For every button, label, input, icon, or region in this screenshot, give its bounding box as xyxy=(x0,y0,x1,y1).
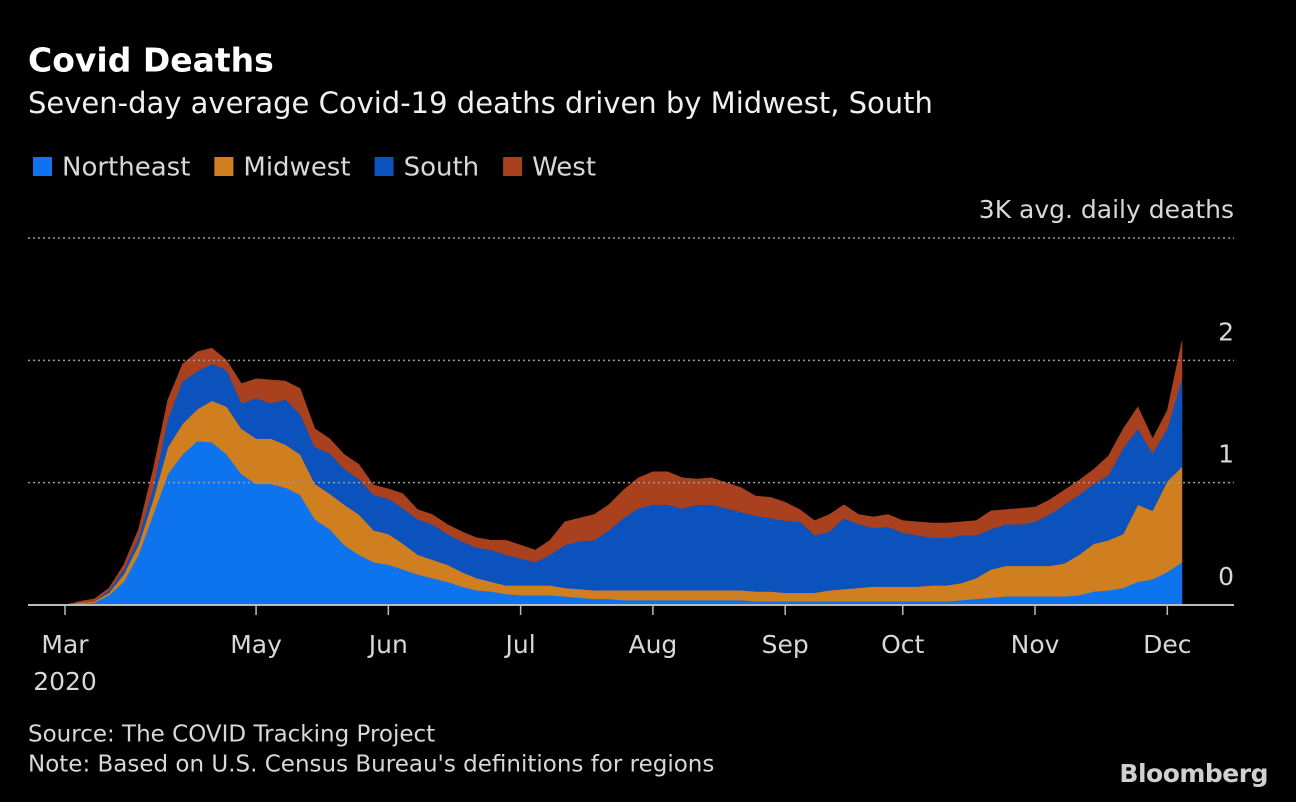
legend-swatch xyxy=(374,157,394,176)
x-tick-label: Mar xyxy=(41,630,89,659)
x-tick-label: Dec xyxy=(1143,630,1191,659)
chart-title: Covid Deaths xyxy=(28,41,274,80)
y-tick-label: 1 xyxy=(1218,440,1234,469)
legend-label: South xyxy=(404,153,480,183)
x-tick-label: Aug xyxy=(628,630,677,659)
legend-swatch xyxy=(33,157,52,176)
legend-label: West xyxy=(532,153,596,183)
legend-swatch xyxy=(503,157,523,176)
logo: Bloomberg xyxy=(1119,759,1268,788)
x-tick-label: Nov xyxy=(1011,630,1060,659)
x-tick-label: Jul xyxy=(504,630,536,659)
x-tick-label: Oct xyxy=(881,630,924,659)
legend-swatch xyxy=(214,157,234,176)
area-3 xyxy=(64,340,1183,606)
chart-subtitle: Seven-day average Covid-19 deaths driven… xyxy=(28,86,933,120)
x-year-label: 2020 xyxy=(33,667,97,696)
legend-label: Midwest xyxy=(243,153,350,183)
footnote: Note: Based on U.S. Census Bureau's defi… xyxy=(28,752,714,778)
y-tick-label: 3K avg. daily deaths xyxy=(979,195,1234,224)
legend-label: Northeast xyxy=(62,153,190,183)
y-tick-label: 2 xyxy=(1218,317,1234,346)
x-tick-label: Sep xyxy=(762,630,809,659)
y-tick-label: 0 xyxy=(1218,562,1234,591)
x-tick-label: Jun xyxy=(367,630,408,659)
x-tick-label: May xyxy=(230,630,282,659)
plot-area xyxy=(64,340,1183,606)
source-note: Source: The COVID Tracking Project xyxy=(28,722,435,748)
